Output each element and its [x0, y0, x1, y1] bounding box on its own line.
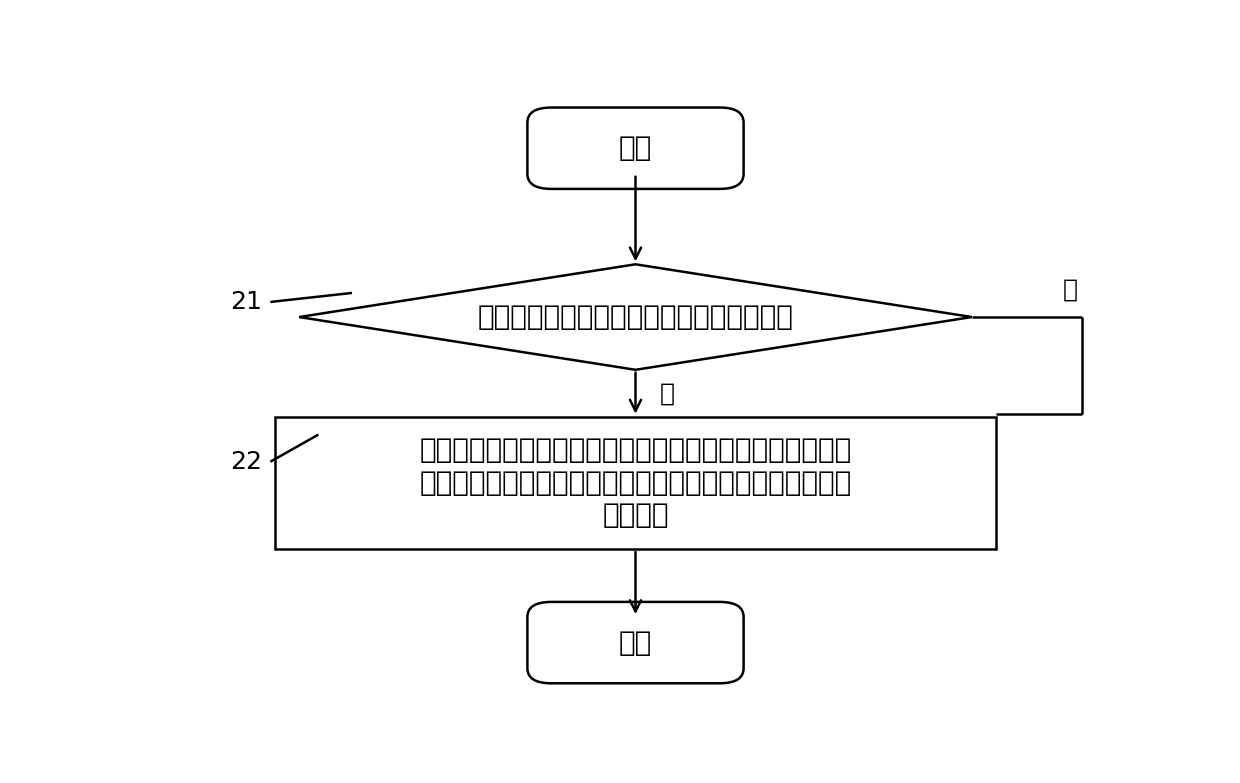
- Text: 用户终端的当前配置是否处于异系统多连接: 用户终端的当前配置是否处于异系统多连接: [477, 303, 794, 331]
- Text: 开始: 开始: [619, 134, 652, 162]
- Text: 否: 否: [1063, 278, 1078, 302]
- Text: 21: 21: [231, 290, 262, 314]
- Polygon shape: [299, 265, 972, 370]
- Text: 是: 是: [660, 381, 675, 405]
- Text: 结束: 结束: [619, 629, 652, 657]
- Text: 22: 22: [231, 449, 263, 474]
- FancyBboxPatch shape: [527, 602, 744, 684]
- FancyBboxPatch shape: [527, 107, 744, 189]
- Text: 为所述用户终端设置测量配置信息，所述测量配置信息指示
所述用户终端限制对异系统服务频点下的服务小区的测量及
测量上报: 为所述用户终端设置测量配置信息，所述测量配置信息指示 所述用户终端限制对异系统服…: [419, 436, 852, 529]
- Bar: [275, 417, 996, 549]
